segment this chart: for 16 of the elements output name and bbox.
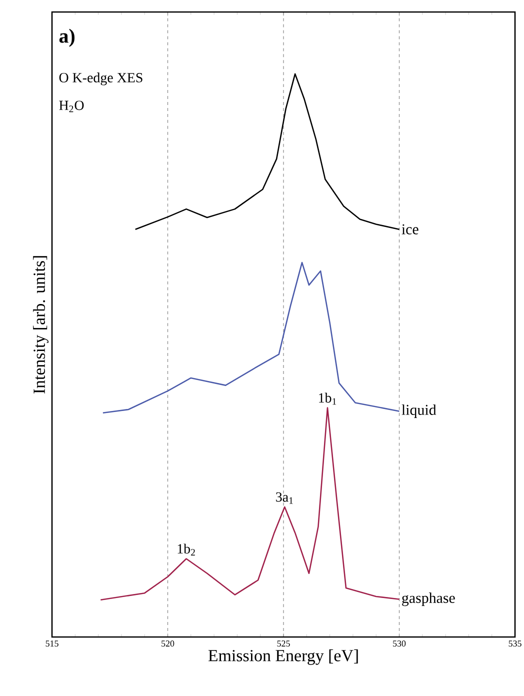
x-axis-title: Emission Energy [eV] <box>208 649 358 665</box>
text: a) <box>59 28 74 47</box>
x-tick-label: 530 <box>393 640 406 647</box>
annotation: 1b$_{1}$ <box>319 392 336 405</box>
annotation: H$_{2}$O <box>59 100 84 112</box>
x-tick-label: 525 <box>277 640 290 647</box>
x-tick-label: 535 <box>508 640 522 647</box>
series-label: liquid <box>402 404 436 418</box>
annotation: O K-edge XES <box>59 72 142 86</box>
x-tick-label: 515 <box>46 640 58 647</box>
series-label: gasphase <box>402 592 455 606</box>
y-axis-title: Intensity [arb. units] <box>33 256 48 394</box>
annotation: 1b$_{2}$ <box>178 544 195 556</box>
x-tick-label: 520 <box>162 640 174 647</box>
series-label: ice <box>402 224 418 234</box>
annotation: 3a$_{1}$ <box>276 492 293 504</box>
